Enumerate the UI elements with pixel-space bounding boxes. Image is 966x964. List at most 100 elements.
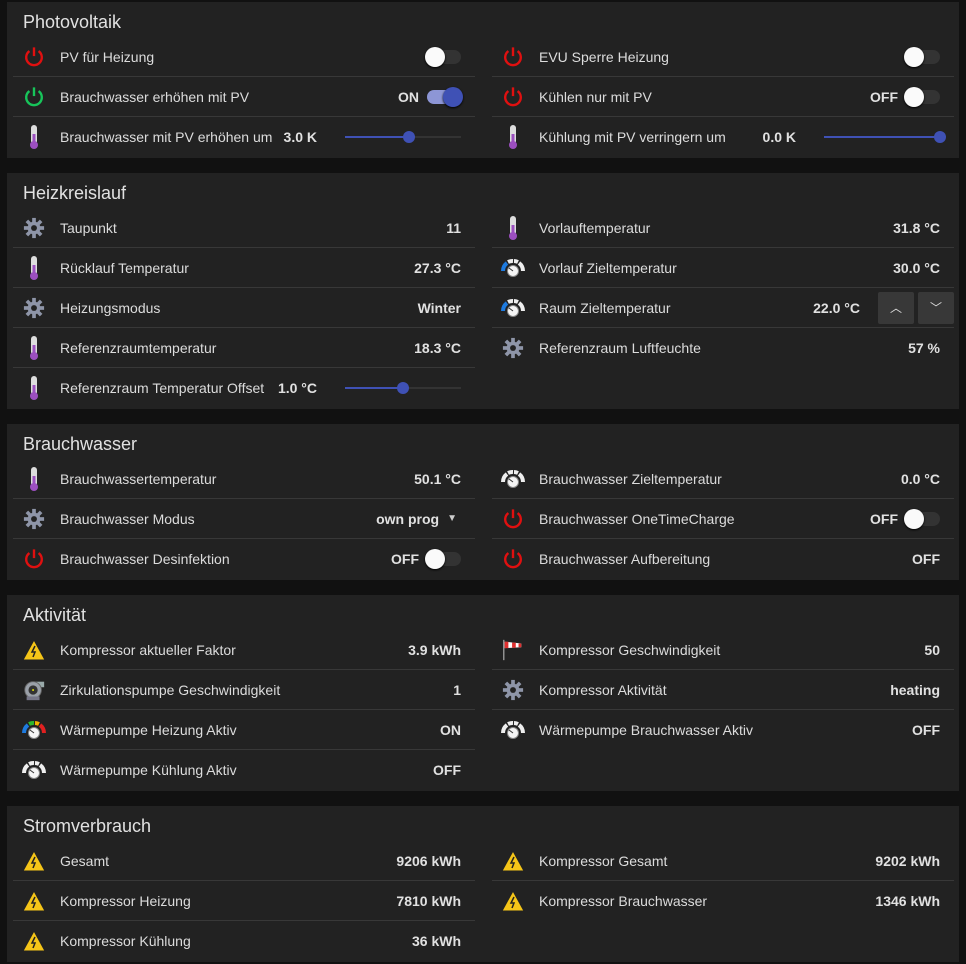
card-title: Brauchwasser bbox=[23, 434, 138, 454]
entity-row[interactable]: Brauchwasser erhöhen mit PV ON bbox=[13, 77, 475, 117]
toggle-switch[interactable] bbox=[904, 86, 940, 107]
gauge-blue-icon bbox=[501, 296, 525, 320]
column-left: Taupunkt 11 Rücklauf Temperatur 27.3 °C Heiz… bbox=[7, 208, 483, 408]
entity-row: Vorlauftemperatur 31.8 °C bbox=[492, 208, 954, 248]
entity-row[interactable]: Kühlen nur mit PV OFF bbox=[492, 77, 954, 117]
entity-row[interactable]: Kühlung mit PV verringern um 0.0 K bbox=[492, 117, 954, 157]
entity-row[interactable]: EVU Sperre Heizung bbox=[492, 37, 954, 77]
toggle-state: OFF bbox=[870, 510, 898, 527]
column-right: Vorlauftemperatur 31.8 °C Vorlauf Zieltemp… bbox=[483, 208, 959, 408]
windsock-icon bbox=[501, 638, 525, 662]
toggle-knob[interactable] bbox=[904, 508, 924, 529]
card-heizkreislauf: Heizkreislauf Taupunkt 11 Rücklauf Temperat… bbox=[7, 173, 959, 409]
gauge-color-icon bbox=[22, 718, 46, 742]
entity-row: Kompressor Geschwindigkeit 50 bbox=[492, 630, 954, 670]
entity-value: 18.3 °C bbox=[414, 339, 461, 356]
toggle-state: OFF bbox=[870, 88, 898, 105]
toggle-switch[interactable] bbox=[425, 46, 461, 67]
entity-label: Brauchwassertemperatur bbox=[60, 470, 217, 487]
slider-thumb[interactable] bbox=[402, 131, 415, 143]
entity-row: Kompressor aktueller Faktor 3.9 kWh bbox=[13, 630, 475, 670]
entity-row[interactable]: PV für Heizung bbox=[13, 37, 475, 77]
entity-row: Kompressor Aktivität heating bbox=[492, 670, 954, 710]
gauge-blue-icon bbox=[501, 256, 525, 280]
entity-value: 36 kWh bbox=[411, 933, 461, 949]
toggle-knob[interactable] bbox=[904, 46, 924, 67]
entity-value: Winter bbox=[417, 299, 461, 316]
entity-label: Kompressor Gesamt bbox=[539, 852, 668, 869]
entity-row: Brauchwasser Zieltemperatur 0.0 °C bbox=[492, 459, 954, 499]
entity-row: Referenzraum Luftfeuchte 57 % bbox=[492, 328, 954, 368]
increase-button[interactable]: ︿ bbox=[878, 291, 914, 324]
thermometer-icon bbox=[22, 255, 46, 280]
gauge-white-icon bbox=[22, 758, 46, 782]
entity-value: OFF bbox=[912, 551, 940, 567]
entity-label: Heizungsmodus bbox=[60, 299, 161, 316]
thermometer-icon bbox=[22, 125, 46, 149]
entity-value: 11 bbox=[446, 219, 461, 236]
column-left: Gesamt 9206 kWh Kompressor Heizung 7810 kWh… bbox=[7, 841, 483, 961]
card-title: Photovoltaik bbox=[23, 12, 122, 32]
entity-label: Kühlung mit PV verringern um bbox=[539, 129, 726, 145]
toggle-switch[interactable] bbox=[904, 508, 940, 529]
slider[interactable] bbox=[824, 131, 946, 143]
slider-value: 1.0 °C bbox=[277, 380, 317, 396]
toggle-knob[interactable] bbox=[425, 549, 445, 569]
entity-label: PV für Heizung bbox=[60, 48, 155, 65]
card-title: Aktivität bbox=[23, 605, 87, 625]
entity-label: Referenzraumtemperatur bbox=[60, 339, 217, 356]
entity-row: Wärmepumpe Brauchwasser Aktiv OFF bbox=[492, 710, 954, 750]
card-title: Stromverbrauch bbox=[23, 816, 152, 836]
entity-value: 7810 kWh bbox=[396, 892, 461, 909]
entity-row[interactable]: Raum Zieltemperatur 22.0 °C ︿ ﹀ bbox=[492, 288, 954, 328]
warning-icon bbox=[22, 849, 46, 873]
entity-row: Heizungsmodus Winter bbox=[13, 288, 475, 328]
entity-label: Brauchwasser Zieltemperatur bbox=[539, 470, 722, 487]
entity-label: Vorlauftemperatur bbox=[539, 219, 651, 236]
slider[interactable] bbox=[345, 131, 461, 143]
entity-label: Kühlen nur mit PV bbox=[539, 88, 652, 105]
entity-value: heating bbox=[890, 681, 940, 698]
toggle-knob[interactable] bbox=[443, 86, 463, 107]
entity-row: Wärmepumpe Heizung Aktiv ON bbox=[13, 710, 475, 750]
entity-value: OFF bbox=[912, 722, 940, 738]
slider-thumb[interactable] bbox=[397, 382, 409, 394]
toggle-knob[interactable] bbox=[904, 86, 924, 107]
dropdown-caret-icon[interactable]: ▼ bbox=[447, 513, 457, 524]
toggle-knob[interactable] bbox=[425, 46, 445, 67]
gear-icon bbox=[22, 216, 46, 240]
decrease-button[interactable]: ﹀ bbox=[918, 291, 954, 324]
toggle-switch[interactable] bbox=[425, 549, 461, 569]
slider-value: 3.0 K bbox=[283, 129, 317, 145]
entity-row[interactable]: Brauchwasser Desinfektion OFF bbox=[13, 539, 475, 579]
toggle-switch[interactable] bbox=[904, 46, 940, 67]
gauge-white-icon bbox=[501, 718, 525, 742]
column-left: Kompressor aktueller Faktor 3.9 kWh Zirkul… bbox=[7, 630, 483, 790]
entity-label: Wärmepumpe Heizung Aktiv bbox=[60, 721, 237, 738]
entity-value: OFF bbox=[433, 762, 461, 778]
toggle-switch[interactable] bbox=[427, 86, 463, 107]
column-left: Brauchwassertemperatur 50.1 °C Brauchwasse… bbox=[7, 459, 483, 579]
entity-label: Taupunkt bbox=[60, 219, 117, 236]
select-value[interactable]: own prog bbox=[376, 510, 440, 527]
entity-row: Referenzraumtemperatur 18.3 °C bbox=[13, 328, 475, 368]
slider-thumb[interactable] bbox=[934, 131, 946, 143]
thermometer-icon bbox=[501, 125, 525, 149]
entity-label: Brauchwasser mit PV erhöhen um bbox=[60, 129, 273, 145]
entity-row[interactable]: Brauchwasser Modus own prog ▼ bbox=[13, 499, 475, 539]
entity-row: Rücklauf Temperatur 27.3 °C bbox=[13, 248, 475, 288]
entity-value: 9206 kWh bbox=[396, 852, 461, 869]
slider[interactable] bbox=[345, 382, 461, 394]
gear-icon bbox=[501, 336, 525, 360]
entity-row: Kompressor Gesamt 9202 kWh bbox=[492, 841, 954, 881]
entity-row: Wärmepumpe Kühlung Aktiv OFF bbox=[13, 750, 475, 790]
entity-label: Referenzraum Temperatur Offset bbox=[60, 380, 265, 396]
entity-row[interactable]: Brauchwasser OneTimeCharge OFF bbox=[492, 499, 954, 539]
entity-row[interactable]: Brauchwasser mit PV erhöhen um 3.0 K bbox=[13, 117, 475, 157]
entity-row[interactable]: Referenzraum Temperatur Offset 1.0 °C bbox=[13, 368, 475, 408]
entity-row: Zirkulationspumpe Geschwindigkeit 1 bbox=[13, 670, 475, 710]
warning-icon bbox=[22, 929, 46, 953]
entity-label: Brauchwasser Desinfektion bbox=[60, 551, 230, 567]
column-left: PV für Heizung Brauchwasser erhöhen mit P… bbox=[7, 37, 483, 157]
card-stromverbrauch: Stromverbrauch Gesamt 9206 kWh Kompressor H… bbox=[7, 806, 959, 962]
